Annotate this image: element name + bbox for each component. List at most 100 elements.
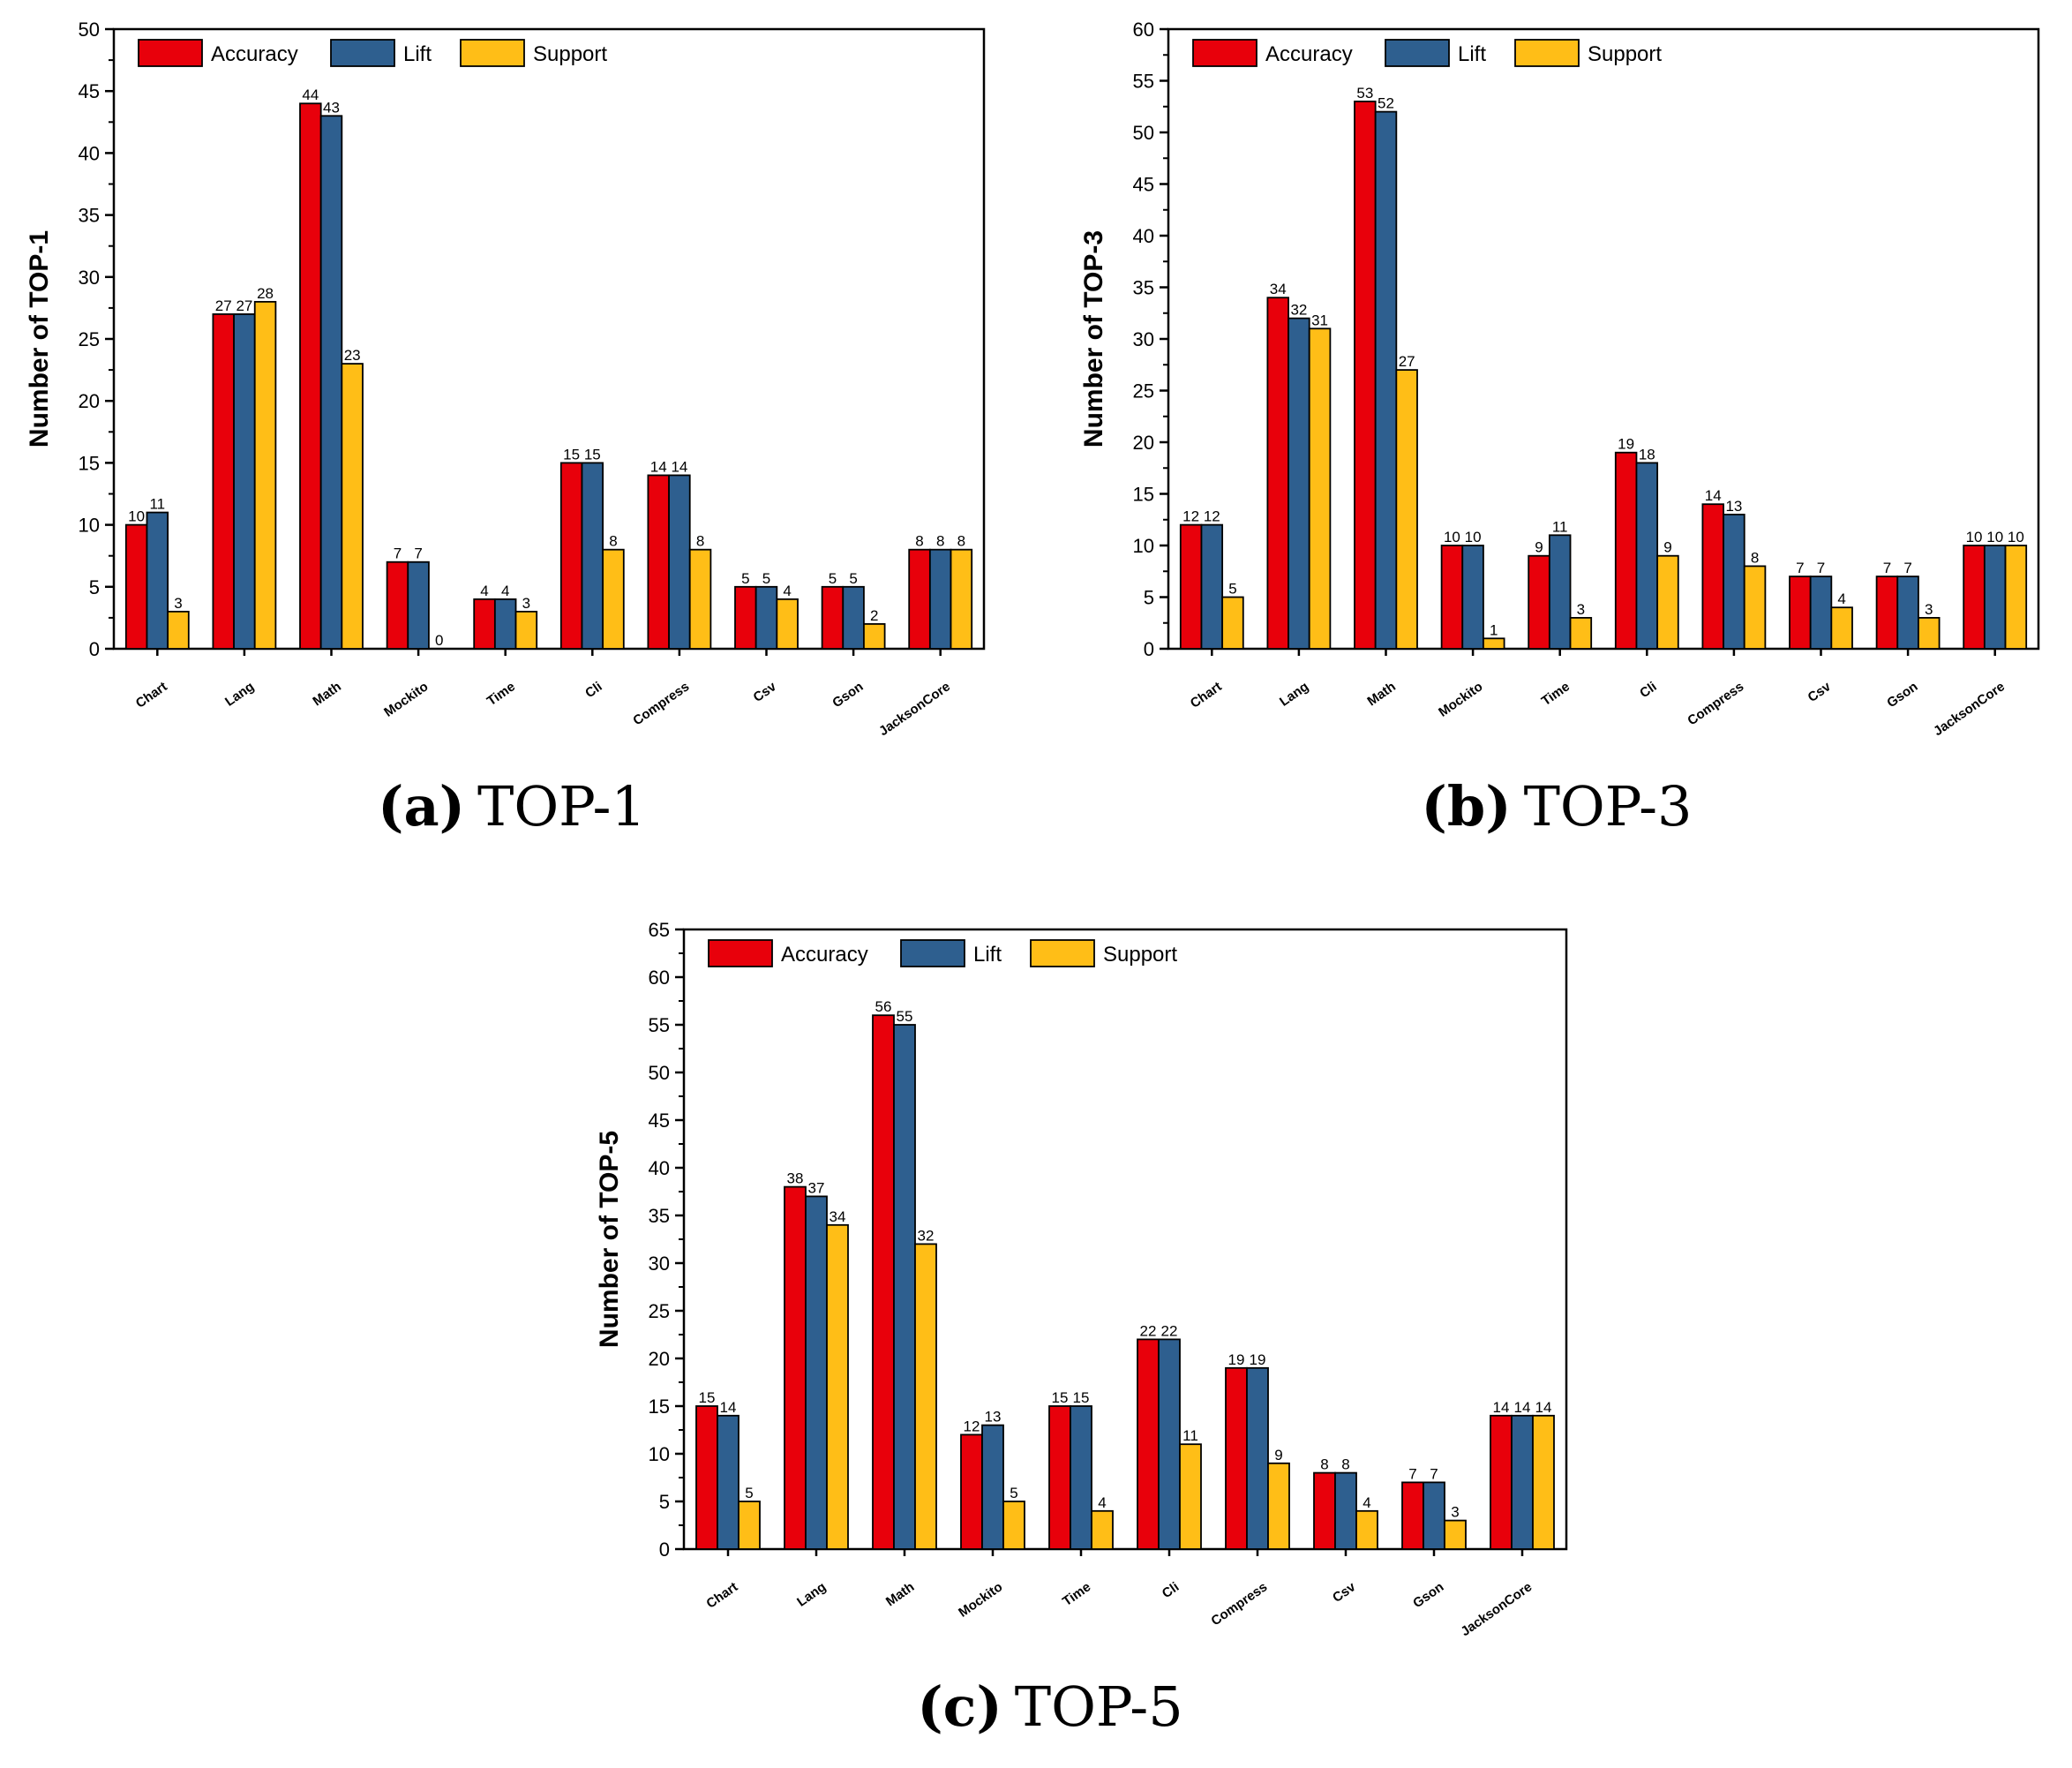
data-label-support-gson: 3: [1451, 1504, 1459, 1521]
data-label-support-cli: 11: [1182, 1427, 1198, 1444]
bar-lift-math: [319, 115, 343, 650]
y-axis-label: Number of TOP-3: [1079, 230, 1108, 448]
bar-lift-cli: [1635, 462, 1659, 650]
x-tick-label-time: Time: [1539, 679, 1573, 709]
data-label-lift-math: 52: [1378, 95, 1394, 112]
data-label-lift-mockito: 10: [1465, 529, 1482, 545]
bar-accuracy-jacksoncore: [1963, 545, 1986, 650]
caption-letter: (c): [917, 1674, 1002, 1739]
bar-support-gson: [1444, 1519, 1467, 1550]
data-label-lift-time: 11: [1552, 518, 1568, 535]
data-label-support-csv: 4: [783, 583, 791, 599]
data-label-accuracy-jacksoncore: 8: [915, 533, 923, 550]
legend-swatch-lift: [900, 939, 965, 967]
y-tick-label: 15: [79, 452, 100, 474]
bar-support-cli: [1656, 554, 1679, 650]
legend-swatch-accuracy: [708, 939, 773, 967]
bar-lift-jacksoncore: [928, 548, 952, 650]
bar-lift-csv: [1334, 1471, 1357, 1550]
y-tick-label: 40: [79, 142, 100, 164]
bar-accuracy-math: [299, 102, 322, 650]
bar-support-math: [914, 1243, 937, 1550]
data-label-support-lang: 28: [257, 285, 274, 302]
data-label-support-jacksoncore: 14: [1535, 1399, 1552, 1416]
x-tick-label-lang: Lang: [222, 679, 257, 709]
data-label-lift-csv: 5: [762, 570, 770, 587]
data-label-support-compress: 8: [1751, 549, 1759, 566]
x-tick-label-lang: Lang: [794, 1579, 829, 1609]
legend-label-accuracy: Accuracy: [781, 943, 868, 967]
data-label-accuracy-lang: 38: [787, 1170, 804, 1187]
data-label-support-lang: 31: [1311, 312, 1328, 328]
bar-lift-math: [1374, 110, 1398, 650]
y-tick-label: 40: [1133, 225, 1154, 247]
bar-lift-time: [1070, 1405, 1092, 1550]
bar-support-jacksoncore: [950, 548, 973, 650]
y-tick-label: 45: [649, 1110, 670, 1132]
bar-lift-csv: [754, 585, 778, 650]
y-tick-label: 5: [89, 576, 100, 598]
data-label-accuracy-math: 56: [875, 998, 892, 1015]
x-tick-label-gson: Gson: [830, 679, 866, 711]
legend-swatch-support: [1030, 939, 1095, 967]
bar-lift-mockito: [981, 1424, 1004, 1550]
bar-support-jacksoncore: [2004, 545, 2028, 650]
data-label-support-csv: 4: [1363, 1494, 1370, 1511]
bar-support-chart: [738, 1501, 761, 1550]
bar-accuracy-compress: [1225, 1366, 1248, 1550]
bar-accuracy-mockito: [960, 1433, 983, 1550]
x-tick-label-csv: Csv: [1330, 1579, 1359, 1606]
data-label-lift-mockito: 7: [414, 545, 422, 562]
data-label-accuracy-time: 4: [480, 583, 488, 599]
data-label-lift-csv: 8: [1341, 1456, 1349, 1473]
bar-support-csv: [776, 598, 799, 650]
data-label-lift-gson: 7: [1430, 1465, 1438, 1482]
x-tick-label-compress: Compress: [1685, 679, 1746, 728]
bar-support-compress: [688, 548, 712, 650]
bar-support-csv: [1355, 1509, 1378, 1550]
bar-lift-mockito: [407, 560, 430, 650]
x-tick-label-chart: Chart: [1188, 679, 1225, 711]
bar-lift-mockito: [1461, 545, 1484, 650]
legend-label-support: Support: [1103, 943, 1177, 967]
caption: (a) TOP-1: [378, 774, 646, 839]
bar-accuracy-time: [1528, 554, 1550, 650]
x-tick-label-cli: Cli: [1637, 679, 1659, 701]
y-tick-label: 60: [1133, 19, 1154, 41]
data-label-support-cli: 8: [609, 533, 617, 550]
bar-accuracy-cli: [559, 462, 583, 650]
y-tick-label: 10: [649, 1443, 670, 1465]
legend-label-lift: Lift: [403, 42, 432, 66]
y-tick-label: 5: [659, 1491, 670, 1513]
legend-label-lift: Lift: [973, 943, 1002, 967]
bar-accuracy-chart: [124, 523, 148, 650]
bar-support-math: [1395, 369, 1418, 650]
y-tick-label: 30: [649, 1253, 670, 1275]
data-label-accuracy-chart: 12: [1182, 508, 1199, 525]
data-label-accuracy-cli: 19: [1618, 436, 1634, 453]
caption-text: TOP-3: [1524, 774, 1693, 839]
bar-lift-gson: [1423, 1481, 1445, 1550]
data-label-support-time: 3: [522, 595, 530, 612]
bar-accuracy-gson: [1401, 1481, 1424, 1550]
data-label-accuracy-mockito: 10: [1444, 529, 1460, 545]
data-label-support-lang: 34: [830, 1208, 846, 1225]
y-tick-label: 40: [649, 1157, 670, 1179]
bar-support-lang: [826, 1223, 849, 1550]
x-tick-label-csv: Csv: [1805, 679, 1834, 705]
bar-support-chart: [167, 610, 190, 650]
x-tick-label-math: Math: [310, 679, 343, 709]
x-tick-label-mockito: Mockito: [381, 679, 431, 719]
data-label-accuracy-mockito: 12: [964, 1418, 980, 1434]
bar-accuracy-csv: [734, 585, 757, 650]
data-label-accuracy-jacksoncore: 10: [1966, 529, 1983, 545]
data-label-support-jacksoncore: 10: [2008, 529, 2024, 545]
bar-accuracy-gson: [821, 585, 845, 650]
bar-lift-math: [893, 1024, 916, 1550]
bar-accuracy-mockito: [386, 560, 409, 650]
y-tick-label: 50: [79, 19, 100, 41]
data-label-support-mockito: 1: [1490, 621, 1498, 638]
data-label-accuracy-math: 44: [302, 87, 319, 103]
x-tick-label-jacksoncore: JacksonCore: [876, 679, 953, 739]
